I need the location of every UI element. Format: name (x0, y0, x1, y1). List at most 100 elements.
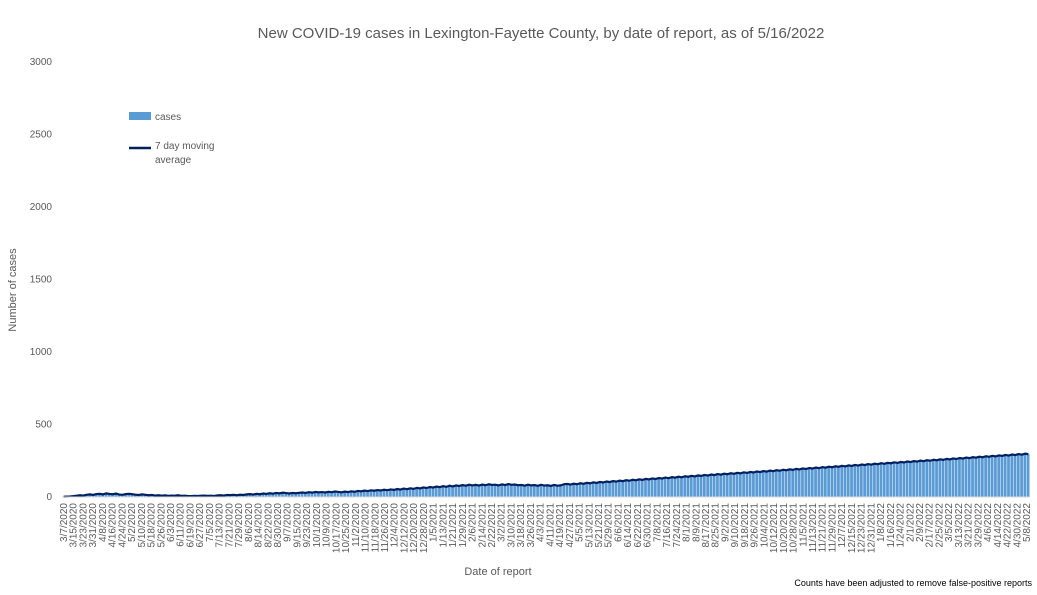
bar (405, 489, 408, 497)
bar (425, 488, 428, 497)
bar (978, 457, 981, 497)
bar (801, 468, 804, 497)
y-tick-label: 500 (35, 420, 52, 431)
bar (1007, 456, 1010, 497)
bar (971, 457, 974, 497)
bar (736, 473, 739, 497)
bar (899, 462, 902, 497)
bar (533, 485, 536, 497)
bar (471, 485, 474, 497)
bar (1023, 454, 1026, 497)
bar (719, 475, 722, 497)
y-tick-label: 2000 (30, 202, 53, 213)
bar (481, 485, 484, 497)
bar (749, 472, 752, 497)
chart-legend: cases 7 day moving average (129, 112, 214, 166)
bar (935, 460, 938, 497)
bar (860, 465, 863, 497)
bar (716, 474, 719, 497)
bar (693, 476, 696, 497)
bar (432, 488, 435, 497)
bar (994, 456, 997, 497)
bar (984, 456, 987, 497)
bar (824, 468, 827, 497)
bar (700, 476, 703, 497)
bar (710, 475, 713, 497)
bar (759, 472, 762, 497)
bar (850, 466, 853, 497)
bar (468, 485, 471, 497)
bar (902, 462, 905, 497)
bar (660, 479, 663, 497)
bar (494, 485, 497, 497)
bar (520, 485, 523, 497)
bar (621, 481, 624, 497)
bar (1027, 454, 1030, 497)
bar (624, 480, 627, 497)
bar (948, 459, 951, 497)
bar (880, 463, 883, 497)
bar (595, 483, 598, 497)
bar (742, 472, 745, 497)
bar (569, 485, 572, 497)
bar (497, 485, 500, 497)
bar (889, 463, 892, 497)
bar (641, 480, 644, 497)
bar (507, 484, 510, 497)
bar (454, 485, 457, 497)
bar (513, 485, 516, 497)
bar (687, 477, 690, 497)
legend-swatch-cases (129, 112, 151, 120)
bar (438, 487, 441, 497)
bar (598, 482, 601, 497)
bar (876, 464, 879, 497)
bar (840, 466, 843, 497)
bar (562, 484, 565, 497)
bar (647, 479, 650, 497)
bar (500, 484, 503, 497)
bar (1017, 454, 1020, 497)
bar (847, 465, 850, 497)
bar (510, 485, 513, 497)
legend-label-cases: cases (155, 112, 181, 123)
bar (873, 464, 876, 497)
bar (883, 464, 886, 497)
bar (893, 462, 896, 497)
bar (886, 463, 889, 497)
bar (706, 476, 709, 497)
x-tick-label: 5/8/2022 (1022, 503, 1033, 542)
x-axis-label: Date of report (464, 566, 531, 578)
bar (667, 478, 670, 497)
bar (932, 460, 935, 497)
chart-title: New COVID-19 cases in Lexington-Fayette … (258, 25, 825, 42)
bar (589, 483, 592, 497)
bar (638, 479, 641, 497)
bar (628, 481, 631, 497)
bar (713, 475, 716, 497)
bar (991, 456, 994, 497)
bar (575, 484, 578, 497)
bar (814, 468, 817, 497)
bar (866, 464, 869, 497)
bar (762, 471, 765, 497)
bar (670, 477, 673, 497)
bar (952, 458, 955, 497)
bar (651, 478, 654, 497)
bar (579, 483, 582, 497)
bar (399, 490, 402, 497)
y-axis-label: Number of cases (7, 248, 19, 332)
bar (549, 486, 552, 497)
bar (781, 470, 784, 497)
bar (657, 478, 660, 497)
bar (798, 469, 801, 497)
bar (611, 481, 614, 497)
bar (618, 481, 621, 497)
bar (726, 474, 729, 497)
bar (683, 476, 686, 497)
bar (987, 457, 990, 497)
bar (631, 480, 634, 497)
bar (530, 485, 533, 497)
bar (615, 482, 618, 497)
bar (981, 457, 984, 497)
